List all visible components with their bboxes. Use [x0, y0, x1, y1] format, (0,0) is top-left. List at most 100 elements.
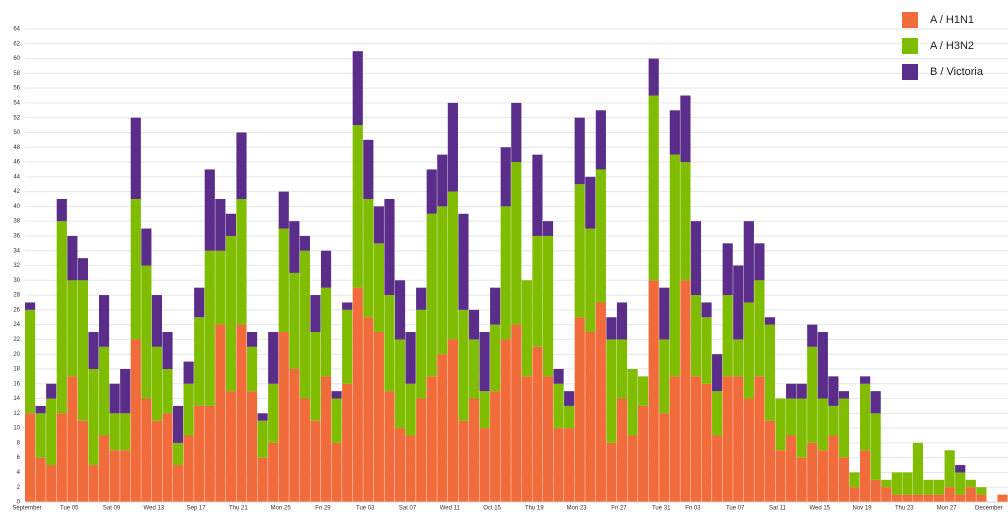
bar-segment — [56, 413, 67, 502]
bar-segment — [109, 450, 120, 502]
y-tick-label: 4 — [17, 470, 21, 476]
bar-segment — [680, 280, 691, 502]
bar-segment — [162, 332, 173, 369]
bar-segment — [648, 95, 659, 281]
bar-segment — [595, 110, 606, 170]
bar-segment — [817, 398, 828, 451]
bar-segment — [870, 413, 881, 480]
bar-segment — [77, 258, 89, 281]
bar-segment — [659, 339, 670, 414]
bar-segment — [268, 383, 279, 443]
bar-segment — [46, 398, 57, 466]
bar-segment — [881, 487, 892, 502]
bar-segment — [278, 332, 289, 502]
x-tick-label: Sat 07 — [399, 506, 417, 512]
x-tick-label: Thu 19 — [525, 506, 544, 512]
bar-segment — [236, 132, 247, 199]
x-tick-label: Wed 15 — [809, 506, 830, 512]
bar-segment — [786, 398, 797, 436]
bar-segment — [511, 162, 522, 325]
x-tick-label: Mon 27 — [937, 506, 958, 512]
bar-segment — [278, 228, 289, 333]
bar-segment — [215, 198, 226, 251]
bar-segment — [373, 243, 384, 333]
bar-segment — [796, 383, 807, 399]
bar-segment — [521, 376, 532, 502]
y-tick-label: 8 — [17, 440, 21, 446]
bar-segment — [77, 280, 89, 421]
y-tick-label: 0 — [17, 500, 21, 506]
bar-segment — [130, 198, 141, 340]
bar-segment — [447, 339, 458, 502]
x-tick-label: December — [975, 506, 1003, 512]
bar-segment — [172, 465, 184, 502]
bar-segment — [912, 442, 924, 495]
bar-segment — [564, 428, 575, 502]
x-tick-label: Tue 31 — [652, 506, 671, 512]
bar-segment — [828, 405, 839, 436]
bar-segment — [257, 413, 268, 421]
bar-segment — [342, 302, 353, 310]
bar-segment — [246, 346, 258, 392]
y-tick-label: 42 — [13, 189, 20, 195]
bar-segment — [194, 405, 205, 502]
bar-segment — [468, 339, 480, 399]
bar-segment — [67, 376, 78, 502]
bar-segment — [828, 435, 839, 502]
bar-segment — [659, 287, 670, 340]
bar-segment — [807, 442, 818, 502]
bar-segment — [373, 206, 384, 244]
bar-segment — [331, 398, 342, 443]
bar-segment — [225, 391, 236, 502]
bar-segment — [394, 428, 406, 502]
bar-segment — [511, 324, 522, 502]
bar-segment — [574, 317, 585, 502]
legend-text: B / Victoria — [930, 66, 984, 78]
bar-segment — [680, 95, 691, 163]
bar-segment — [701, 317, 712, 384]
bar-segment — [701, 302, 712, 318]
bar-segment — [278, 191, 289, 229]
y-tick-label: 54 — [13, 100, 20, 106]
bar-segment — [606, 339, 617, 443]
bar-segment — [807, 346, 818, 443]
legend-swatch — [902, 38, 918, 54]
bar-segment — [934, 494, 945, 502]
bar-segment — [384, 391, 395, 502]
bar-segment — [35, 413, 46, 458]
bar-segment — [320, 250, 332, 288]
bar-segment — [204, 405, 215, 502]
bar-segment — [902, 494, 913, 502]
y-tick-label: 48 — [13, 145, 20, 151]
bar-segment — [25, 302, 36, 310]
bar-segment — [616, 339, 628, 399]
bar-segment — [130, 339, 141, 502]
bar-segment — [194, 287, 205, 318]
bar-segment — [394, 280, 406, 340]
bar-segment — [606, 317, 617, 340]
bar-segment — [88, 332, 99, 369]
x-tick-label: Fri 03 — [685, 506, 701, 512]
bar-segment — [416, 287, 427, 310]
bar-segment — [500, 339, 511, 502]
bar-segment — [860, 383, 871, 451]
bar-segment — [447, 191, 458, 340]
y-tick-label: 22 — [13, 337, 20, 343]
bar-segment — [627, 435, 638, 502]
bar-segment — [426, 169, 437, 214]
bar-segment — [881, 479, 892, 488]
bar-segment — [585, 228, 596, 333]
x-tick-label: Mon 25 — [271, 506, 292, 512]
bar-segment — [479, 391, 490, 429]
bar-segment — [98, 295, 110, 347]
legend-text: A / H3N2 — [930, 40, 974, 52]
bar-segment — [722, 295, 733, 377]
x-tick-label: Thu 23 — [895, 506, 914, 512]
y-tick-label: 62 — [13, 41, 20, 47]
x-tick-label: Nov 19 — [853, 506, 873, 512]
bar-segment — [320, 287, 332, 377]
bar-segment — [553, 428, 564, 502]
bar-segment — [955, 494, 966, 502]
y-tick-label: 2 — [17, 485, 21, 491]
